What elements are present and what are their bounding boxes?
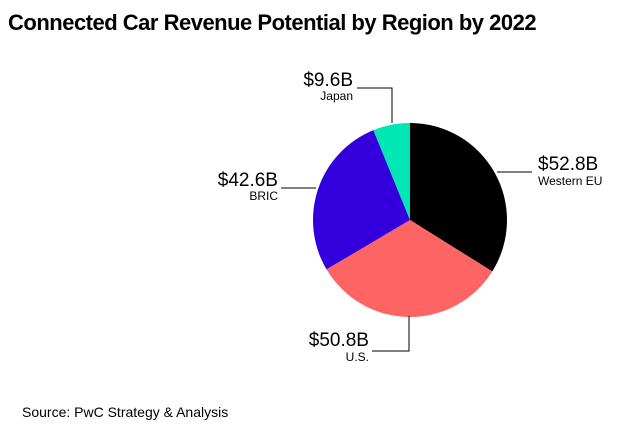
source-note: Source: PwC Strategy & Analysis <box>22 404 229 420</box>
category-label-bric: BRIC <box>249 189 278 203</box>
pie-slice-u-s <box>326 220 493 318</box>
pie-slice-japan <box>373 123 410 220</box>
value-label-us: $50.8B <box>309 330 369 351</box>
chart-title: Connected Car Revenue Potential by Regio… <box>8 10 537 35</box>
leader-line-us <box>372 316 410 352</box>
value-label-western-eu: $52.8B <box>538 154 598 175</box>
category-label-us: U.S. <box>346 350 369 364</box>
pie-slices <box>312 123 508 318</box>
category-label-western-eu: Western EU <box>538 174 602 188</box>
category-label-japan: Japan <box>320 89 353 103</box>
pie-slice-western-eu <box>410 123 508 272</box>
pie-slice-bric <box>312 130 410 270</box>
value-label-bric: $42.6B <box>218 170 278 191</box>
value-label-japan: $9.6B <box>303 70 353 91</box>
leader-line-japan <box>357 87 393 123</box>
